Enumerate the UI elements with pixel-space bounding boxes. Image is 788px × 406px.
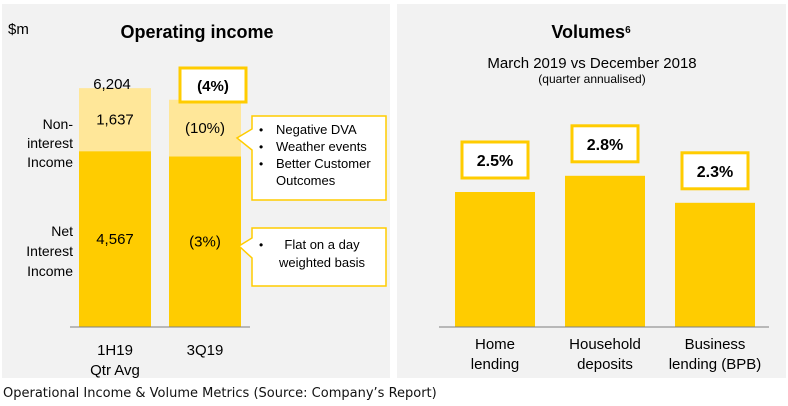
total-label: (4%) xyxy=(197,78,229,95)
callout-bullet: • xyxy=(259,157,263,171)
chart-note: (quarter annualised) xyxy=(538,72,645,86)
callout-text: Negative DVA xyxy=(276,122,357,137)
data-label: 2.5% xyxy=(477,153,513,170)
category-label: 3Q19 xyxy=(187,342,224,359)
callout-text: Outcomes xyxy=(276,173,336,188)
series-name-label: Income xyxy=(27,154,73,170)
title-superscript: 6 xyxy=(625,25,631,36)
callout-bullet: • xyxy=(259,123,263,137)
callout-text: Flat on a day xyxy=(284,237,360,252)
unit-label: $m xyxy=(8,21,29,38)
data-label-box xyxy=(570,124,640,164)
category-label: Home xyxy=(475,336,515,353)
bar-net-interest-income xyxy=(79,151,151,327)
bar-non-interest-income xyxy=(169,99,241,157)
category-label: lending xyxy=(471,356,519,373)
callout-bullet: • xyxy=(259,140,263,154)
series-name-label: Non- xyxy=(43,116,74,132)
data-label-box xyxy=(460,140,530,180)
data-label-net-interest-income: 4,567 xyxy=(96,231,134,248)
data-label-box xyxy=(680,151,750,191)
volumes-panel: Volumes6 March 2019 vs December 2018 (quar… xyxy=(397,4,786,378)
callout-bullet: • xyxy=(259,238,263,252)
series-name-label: Income xyxy=(27,263,73,279)
chart-title: Operating income xyxy=(120,22,273,42)
callout-text: Better Customer xyxy=(276,156,371,171)
series-name-label: Interest xyxy=(26,243,73,259)
data-label-non-interest-income: (10%) xyxy=(185,120,225,137)
total-label: 6,204 xyxy=(93,76,131,93)
data-label: 2.8% xyxy=(587,137,623,154)
data-label-net-interest-income: (3%) xyxy=(189,234,221,251)
total-change-box xyxy=(178,66,248,104)
callout-net-interest-income xyxy=(237,227,387,287)
series-name-label: Net xyxy=(51,223,73,239)
data-label-non-interest-income: 1,637 xyxy=(96,112,134,129)
callout-text: Weather events xyxy=(276,139,367,154)
category-label: Business xyxy=(685,336,746,353)
chart-title: Volumes6 xyxy=(551,22,631,42)
bar-non-interest-income xyxy=(79,88,151,152)
callout-non-interest-income xyxy=(235,115,387,201)
operating-income-chart: $m Operating income 4,567 1,637 6,204 1H19 Qtr… xyxy=(8,21,387,378)
category-label: 1H19 xyxy=(97,342,133,359)
volume-bar xyxy=(675,202,755,327)
category-label: deposits xyxy=(577,356,633,373)
bar-net-interest-income xyxy=(169,156,241,327)
volume-bar xyxy=(455,192,535,327)
volumes-chart: Volumes6 March 2019 vs December 2018(quar… xyxy=(439,22,769,373)
category-label: Qtr Avg xyxy=(90,362,140,378)
category-label: Household xyxy=(569,336,641,353)
callout-text: weighted basis xyxy=(278,255,365,270)
data-label: 2.3% xyxy=(697,164,733,181)
chart-subtitle: March 2019 vs December 2018 xyxy=(487,55,696,72)
operating-income-panel: $m Operating income 4,567 1,637 6,204 1H19 Qtr… xyxy=(2,4,390,378)
volume-bar xyxy=(565,175,645,327)
series-name-label: interest xyxy=(27,135,73,151)
figure-caption: Operational Income & Volume Metrics (Sou… xyxy=(3,386,437,401)
category-label: lending (BPB) xyxy=(669,356,762,373)
